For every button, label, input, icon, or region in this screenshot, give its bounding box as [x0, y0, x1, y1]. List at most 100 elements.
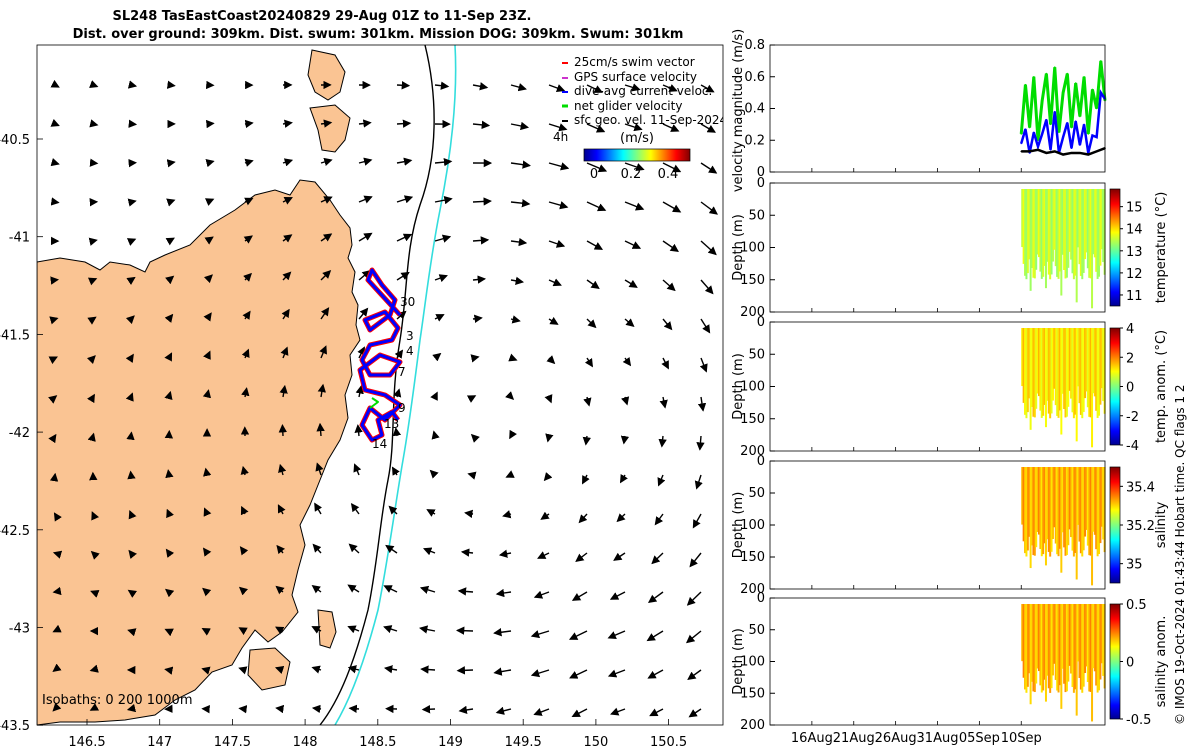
heatmap-cell	[1046, 604, 1049, 676]
colorbar-tick-label: 35.4	[1126, 480, 1155, 495]
heatmap-cell	[1075, 189, 1078, 303]
geo-velocity-arrow	[700, 240, 717, 256]
heatmap-cell	[1053, 328, 1056, 389]
heatmap-cell	[1025, 604, 1028, 693]
heatmap-cell	[1078, 604, 1081, 678]
geo-velocity-arrow	[607, 630, 626, 639]
geo-velocity-arrow	[205, 198, 215, 206]
day-label-14: 14	[372, 437, 387, 451]
depth-ylabel: Depth (m)	[731, 628, 746, 695]
heatmap-panel-temperature: 0 50 100 150 200 Depth (m) 11 12 13 14 15 temperatu…	[731, 176, 1169, 320]
heatmap-cell	[1040, 604, 1043, 693]
heatmap-cell	[1040, 467, 1043, 557]
geo-velocity-arrow	[700, 201, 718, 215]
colorbar-tick-label: 35.2	[1126, 519, 1155, 534]
geo-velocity-arrow	[470, 433, 480, 443]
geo-velocity-arrow	[472, 120, 491, 130]
geo-velocity-arrow	[545, 433, 554, 443]
heatmap-cell	[1043, 189, 1046, 266]
heatmap-cell	[1024, 604, 1027, 690]
geo-velocity-arrow	[495, 588, 512, 598]
heatmap-cell	[1081, 189, 1084, 280]
geo-velocity-arrow	[347, 584, 360, 593]
geo-velocity-arrow	[164, 390, 173, 401]
heatmap-cell	[1050, 328, 1053, 414]
day-label-4: 4	[406, 344, 414, 358]
heatmap-cell	[1039, 604, 1042, 686]
heatmap-cell	[1035, 328, 1038, 409]
geo-velocity-arrow	[647, 669, 664, 679]
heatmap-cell	[1060, 604, 1063, 709]
geo-velocity-arrow	[52, 663, 62, 672]
geo-velocity-arrow	[688, 708, 702, 718]
geo-velocity-arrow	[357, 346, 365, 359]
geo-velocity-arrow	[276, 544, 285, 555]
heatmap-cell	[1046, 328, 1049, 401]
heatmap-cell	[1038, 328, 1040, 397]
heatmap-cell	[1049, 328, 1052, 419]
series-point	[1095, 150, 1098, 153]
geo-velocity-arrow	[242, 310, 251, 320]
geo-velocity-arrow	[202, 389, 212, 399]
geo-velocity-arrow	[201, 666, 211, 675]
map-panel: 30 3 4 7 9 13 14 25cm/s swim vector GPS …	[0, 44, 724, 750]
heatmap-colorbar	[1109, 603, 1121, 720]
heatmap-cell	[1056, 604, 1059, 691]
series-point	[1045, 72, 1048, 75]
heatmap-cell	[1032, 467, 1035, 556]
heatmap-cell	[1098, 328, 1101, 416]
geo-velocity-arrow	[472, 275, 487, 284]
heatmap-cell	[1065, 189, 1068, 278]
geo-velocity-arrow	[354, 424, 363, 437]
heatmap-cell	[1043, 604, 1046, 680]
map-x-tick-label: 146.5	[68, 735, 105, 750]
heatmap-cell	[1070, 467, 1073, 538]
heatmap-cell	[1021, 467, 1024, 525]
geo-velocity-arrow	[540, 511, 550, 520]
geo-velocity-arrow	[458, 705, 474, 715]
geo-velocity-arrow	[548, 278, 562, 287]
geo-velocity-arrow	[662, 123, 680, 132]
geo-velocity-arrow	[659, 396, 668, 409]
heatmap-cell	[1058, 189, 1061, 272]
heatmap-cell	[1070, 189, 1073, 260]
geo-velocity-arrow	[385, 544, 398, 554]
geo-velocity-arrow	[508, 353, 518, 362]
geo-velocity-arrow	[348, 543, 360, 554]
geo-velocity-arrow	[422, 547, 436, 556]
heatmap-cell	[1099, 328, 1102, 405]
geo-velocity-arrow	[613, 552, 626, 561]
colorbar-tick-label: 14	[1126, 223, 1143, 238]
geo-velocity-arrow	[624, 83, 641, 92]
geo-velocity-arrow	[203, 507, 212, 517]
heatmap-cell	[1093, 604, 1096, 672]
geo-velocity-arrow	[355, 385, 364, 398]
geo-velocity-arrow	[241, 387, 250, 398]
heatmap-cell	[1021, 189, 1024, 248]
heatmap-cell	[1065, 328, 1068, 417]
depth-tick-label: 50	[748, 347, 765, 362]
geo-velocity-arrow	[662, 84, 678, 92]
geo-velocity-arrow	[282, 271, 292, 281]
series-point	[1045, 118, 1048, 121]
map-x-tick-label: 150.5	[650, 735, 687, 750]
geo-velocity-arrow	[278, 424, 288, 437]
heatmap-cell	[1050, 467, 1053, 552]
heatmap-cell	[1084, 604, 1087, 674]
geo-velocity-arrow	[620, 435, 630, 445]
geo-velocity-arrow	[240, 465, 249, 476]
geo-velocity-arrow	[510, 276, 525, 285]
heatmap-cell	[1092, 189, 1095, 255]
heatmap-cell	[1088, 189, 1091, 278]
heatmap-cell	[1046, 467, 1049, 540]
geo-velocity-arrow	[429, 469, 439, 479]
geo-velocity-arrow	[434, 274, 448, 283]
heatmap-cell	[1091, 328, 1094, 448]
heatmap-cell	[1084, 189, 1087, 260]
geo-velocity-arrow	[274, 665, 285, 674]
geo-velocity-arrow	[205, 119, 215, 129]
heatmap-cell	[1091, 604, 1094, 722]
heatmap-cell	[1040, 189, 1043, 279]
geo-velocity-arrow	[126, 238, 137, 246]
map-y-tick-label: -40.5	[0, 133, 30, 148]
